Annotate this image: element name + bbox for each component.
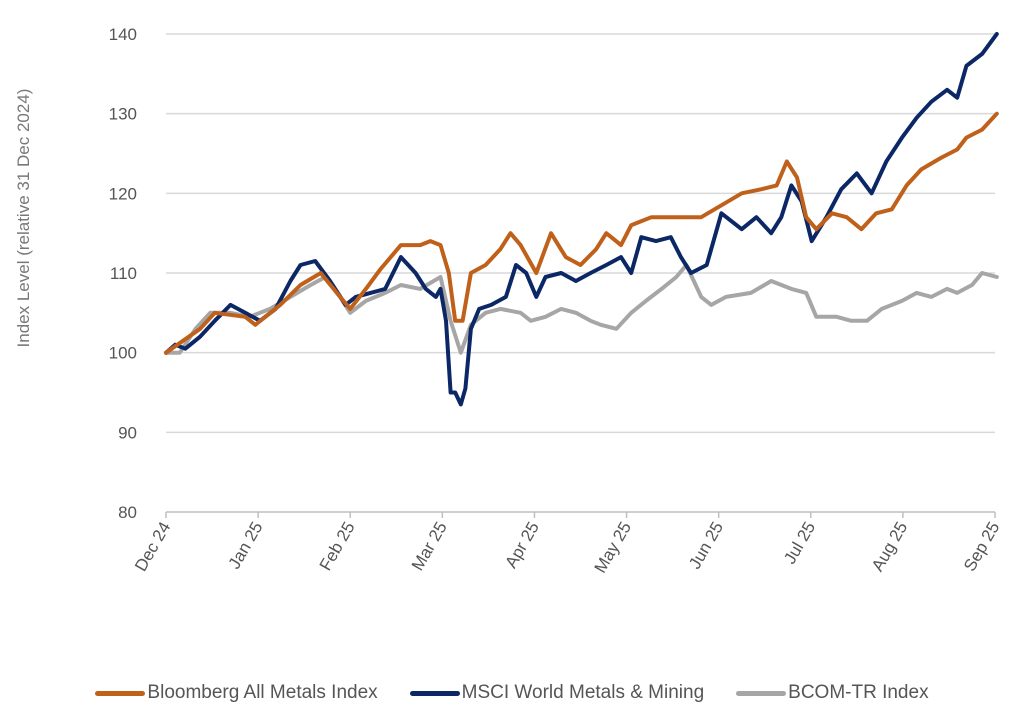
x-tick-label: Dec 24 — [131, 519, 174, 575]
legend-swatch — [95, 690, 146, 696]
legend-swatch — [736, 690, 787, 696]
y-tick-label: 120 — [109, 184, 137, 203]
y-tick-label: 130 — [109, 105, 137, 124]
x-tick-label: Jul 25 — [780, 519, 819, 568]
legend-item-bcom: BCOM-TR Index — [736, 682, 929, 704]
x-tick-label: Mar 25 — [408, 519, 451, 574]
legend-label: Bloomberg All Metals Index — [147, 682, 378, 703]
x-tick-label: Jan 25 — [225, 519, 267, 573]
legend-label: BCOM-TR Index — [788, 682, 929, 703]
x-tick-label: Apr 25 — [501, 519, 543, 572]
y-axis-label: Index Level (relative 31 Dec 2024) — [14, 89, 33, 348]
y-tick-labels: 80 90 100 110 120 130 140 — [109, 25, 137, 522]
y-tick-label: 140 — [109, 25, 137, 44]
series-line-msci-world-metals-mining — [164, 32, 999, 407]
y-tick-label: 90 — [118, 423, 137, 442]
legend: Bloomberg All Metals Index MSCI World Me… — [0, 682, 1024, 704]
legend-swatch — [409, 690, 460, 696]
x-tick-labels: Dec 24 Jan 25 Feb 25 Mar 25 Apr 25 May 25 Jun … — [131, 519, 1003, 577]
x-tick-label: Sep 25 — [960, 519, 1003, 575]
x-tick-label: Jun 25 — [685, 519, 727, 573]
y-tick-label: 100 — [109, 344, 137, 363]
x-tick-label: Feb 25 — [316, 519, 359, 574]
legend-label: MSCI World Metals & Mining — [461, 682, 705, 703]
y-tick-label: 80 — [118, 503, 137, 522]
legend-item-bloomberg: Bloomberg All Metals Index — [95, 682, 378, 704]
series-lines — [164, 32, 999, 407]
x-tick-label: Aug 25 — [868, 519, 911, 575]
legend-item-msci: MSCI World Metals & Mining — [409, 682, 705, 704]
x-tick-label: May 25 — [591, 519, 635, 577]
gridlines — [165, 33, 996, 518]
y-tick-label: 110 — [110, 264, 137, 283]
series-line-bloomberg-all-metals-index — [164, 111, 999, 355]
